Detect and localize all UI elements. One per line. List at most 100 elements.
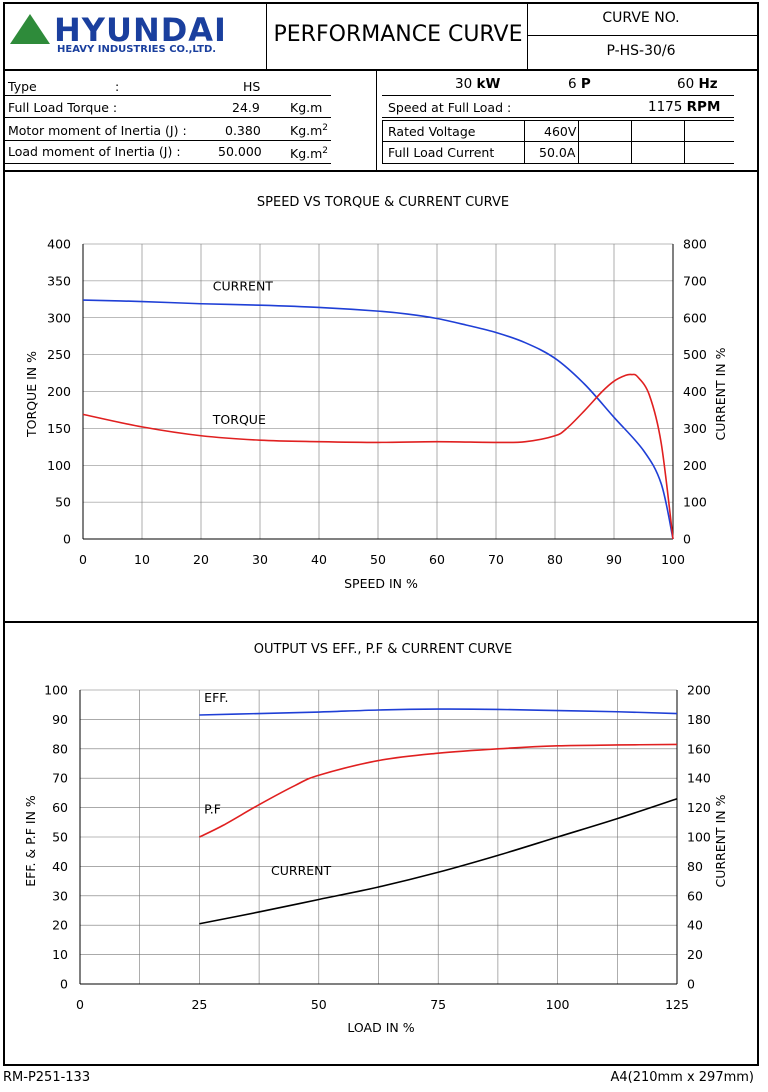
speed-number: 1175 (648, 99, 683, 115)
y-tick-label-left: 250 (47, 347, 71, 362)
speed-full-load-label: Speed at Full Load : (388, 100, 512, 115)
y-tick-label-right: 20 (687, 947, 703, 962)
spec-bottom-rule (3, 170, 759, 172)
motor-inertia-value: 0.380 (225, 123, 261, 138)
y-tick-label-left: 100 (47, 458, 71, 473)
x-tick-label: 50 (370, 552, 386, 567)
power-value: 30 kW (455, 76, 500, 92)
y-tick-label-left: 90 (52, 712, 68, 727)
x-tick-label: 0 (76, 997, 84, 1012)
series-label: EFF. (204, 690, 228, 705)
y-tick-label-right: 60 (687, 888, 703, 903)
y-tick-label-right: 200 (683, 458, 707, 473)
y-axis-label-left: TORQUE IN % (24, 351, 39, 438)
full-load-current-value: 50.0A (539, 145, 576, 160)
type-colon: : (115, 79, 120, 94)
poles-number: 6 (568, 76, 577, 92)
load-inertia-value: 50.000 (218, 144, 262, 159)
y-tick-label-right: 100 (683, 495, 707, 510)
x-tick-label: 40 (311, 552, 327, 567)
frequency-value: 60 Hz (677, 76, 718, 92)
load-inertia-unit: Kg.m2 (290, 146, 328, 161)
spec-row-rule (5, 163, 331, 164)
spec-row-rule (382, 117, 734, 118)
series-line-torque (82, 373, 674, 540)
y-tick-label-left: 60 (52, 800, 68, 815)
y-tick-label-right: 700 (683, 273, 707, 288)
chart-section-rule (3, 621, 759, 623)
series-line-current (199, 798, 678, 925)
y-tick-label-left: 30 (52, 888, 68, 903)
output-eff-pf-current-chart: OUTPUT VS EFF., P.F & CURRENT CURVE 0 25 5… (23, 642, 728, 1035)
load-inertia-unit-text: Kg.m (290, 146, 323, 162)
power-unit: kW (476, 76, 501, 92)
page-title: PERFORMANCE CURVE (273, 22, 523, 47)
poles-unit: P (580, 76, 591, 92)
full-load-torque-value: 24.9 (232, 100, 260, 115)
x-axis-label: SPEED IN % (344, 576, 418, 591)
rated-voltage-value: 460V (544, 124, 577, 139)
curve-no-label: CURVE NO. (602, 10, 680, 26)
y-tick-label-right: 160 (687, 741, 711, 756)
spec-row-rule (5, 95, 331, 96)
speed-torque-current-chart: SPEED VS TORQUE & CURRENT CURVE 0 10 20 30 4… (24, 195, 728, 591)
y-tick-label-left: 350 (47, 273, 71, 288)
y-tick-label-right: 0 (683, 532, 691, 547)
y-tick-label-left: 20 (52, 918, 68, 933)
x-tick-label: 100 (661, 552, 685, 567)
spec-col-rule (524, 120, 525, 163)
y-tick-label-right: 40 (687, 918, 703, 933)
y-tick-label-left: 0 (60, 977, 68, 992)
y-tick-label-left: 50 (55, 495, 71, 510)
paper-size: A4(210mm x 297mm) (610, 1070, 754, 1085)
y-tick-label-right: 400 (683, 384, 707, 399)
y-tick-label-right: 0 (687, 977, 695, 992)
spec-row-rule (5, 140, 331, 141)
y-tick-label-left: 10 (52, 947, 68, 962)
spec-col-rule (631, 120, 632, 163)
y-tick-label-left: 70 (52, 771, 68, 786)
speed-full-load-value: 1175 RPM (648, 99, 720, 115)
type-value: HS (243, 79, 261, 94)
spec-col-rule (578, 120, 579, 163)
curve-no-rule (527, 35, 757, 36)
spec-row-rule (382, 95, 734, 96)
curve-no-value: P-HS-30/6 (606, 43, 676, 59)
y-tick-label-right: 800 (683, 237, 707, 252)
x-tick-label: 30 (252, 552, 268, 567)
rated-voltage-label: Rated Voltage (388, 124, 476, 139)
brand-name: HYUNDAI (54, 11, 227, 49)
y-tick-label-left: 300 (47, 310, 71, 325)
load-inertia-label: Load moment of Inertia (J) : (8, 144, 181, 159)
header-bottom-rule (3, 69, 759, 71)
y-tick-label-right: 200 (687, 683, 711, 698)
x-tick-label: 25 (191, 997, 207, 1012)
motor-inertia-unit: Kg.m2 (290, 123, 328, 138)
y-tick-label-left: 0 (63, 532, 71, 547)
y-axis-label-right: CURRENT IN % (713, 794, 728, 887)
datasheet-frame (3, 2, 759, 1066)
x-tick-label: 80 (547, 552, 563, 567)
series-line-pf (199, 743, 678, 838)
x-axis-label: LOAD IN % (347, 1020, 414, 1035)
y-tick-label-left: 80 (52, 741, 68, 756)
series-line-current (82, 299, 674, 540)
x-tick-label: 90 (606, 552, 622, 567)
x-tick-label: 50 (311, 997, 327, 1012)
frequency-unit: Hz (698, 76, 718, 92)
spec-col-rule (382, 120, 383, 163)
y-tick-label-right: 120 (687, 800, 711, 815)
document-number: RM-P251-133 (3, 1070, 91, 1085)
series-label: P.F (204, 801, 221, 816)
unit-superscript: 2 (322, 146, 329, 156)
y-tick-label-left: 100 (44, 683, 68, 698)
full-load-current-label: Full Load Current (388, 145, 495, 160)
full-load-torque-unit: Kg.m (290, 100, 323, 115)
x-tick-label: 70 (488, 552, 504, 567)
x-tick-label: 60 (429, 552, 445, 567)
y-tick-label-right: 140 (687, 771, 711, 786)
logo-divider (266, 2, 267, 69)
y-tick-label-left: 150 (47, 421, 71, 436)
y-tick-label-right: 180 (687, 712, 711, 727)
spec-divider (376, 71, 377, 170)
